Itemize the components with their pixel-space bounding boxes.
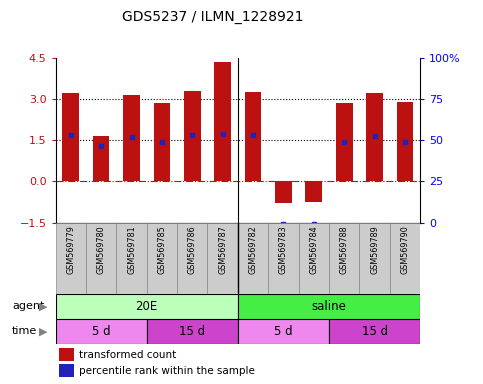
Text: time: time — [12, 326, 37, 336]
Text: GSM569780: GSM569780 — [97, 225, 106, 274]
Text: ▶: ▶ — [39, 326, 48, 336]
Text: ▶: ▶ — [39, 301, 48, 311]
Bar — [59, 364, 74, 377]
Text: 15 d: 15 d — [362, 325, 388, 338]
Bar — [329, 319, 420, 344]
Text: GSM569788: GSM569788 — [340, 225, 349, 274]
Text: 15 d: 15 d — [179, 325, 205, 338]
Text: 5 d: 5 d — [92, 325, 111, 338]
Text: GDS5237 / ILMN_1228921: GDS5237 / ILMN_1228921 — [122, 10, 303, 23]
Bar — [123, 95, 140, 182]
Bar — [56, 319, 147, 344]
Text: saline: saline — [312, 300, 346, 313]
Text: percentile rank within the sample: percentile rank within the sample — [79, 366, 255, 376]
Bar — [238, 223, 268, 294]
Text: GSM569783: GSM569783 — [279, 225, 288, 274]
Bar — [366, 93, 383, 182]
Bar — [184, 91, 200, 182]
Bar — [86, 223, 116, 294]
Bar — [56, 223, 86, 294]
Text: GSM569787: GSM569787 — [218, 225, 227, 274]
Bar — [359, 223, 390, 294]
Bar — [397, 102, 413, 182]
Text: GSM569790: GSM569790 — [400, 225, 410, 274]
Bar — [329, 223, 359, 294]
Text: GSM569782: GSM569782 — [249, 225, 257, 274]
Bar — [214, 62, 231, 182]
Bar — [147, 319, 238, 344]
Bar — [147, 223, 177, 294]
Text: GSM569781: GSM569781 — [127, 225, 136, 274]
Text: GSM569785: GSM569785 — [157, 225, 167, 274]
Bar — [56, 294, 238, 319]
Bar — [208, 223, 238, 294]
Text: GSM569779: GSM569779 — [66, 225, 75, 275]
Bar — [268, 223, 298, 294]
Text: 20E: 20E — [136, 300, 158, 313]
Bar — [336, 103, 353, 182]
Bar — [245, 92, 261, 182]
Text: agent: agent — [12, 301, 44, 311]
Bar — [62, 93, 79, 182]
Bar — [275, 182, 292, 204]
Bar — [93, 136, 110, 182]
Bar — [116, 223, 147, 294]
Bar — [238, 319, 329, 344]
Bar — [305, 182, 322, 202]
Bar — [238, 294, 420, 319]
Text: 5 d: 5 d — [274, 325, 293, 338]
Bar — [154, 103, 170, 182]
Text: GSM569789: GSM569789 — [370, 225, 379, 274]
Bar — [177, 223, 208, 294]
Bar — [298, 223, 329, 294]
Bar — [59, 348, 74, 361]
Text: GSM569786: GSM569786 — [188, 225, 197, 274]
Text: GSM569784: GSM569784 — [309, 225, 318, 274]
Text: transformed count: transformed count — [79, 349, 176, 359]
Bar — [390, 223, 420, 294]
